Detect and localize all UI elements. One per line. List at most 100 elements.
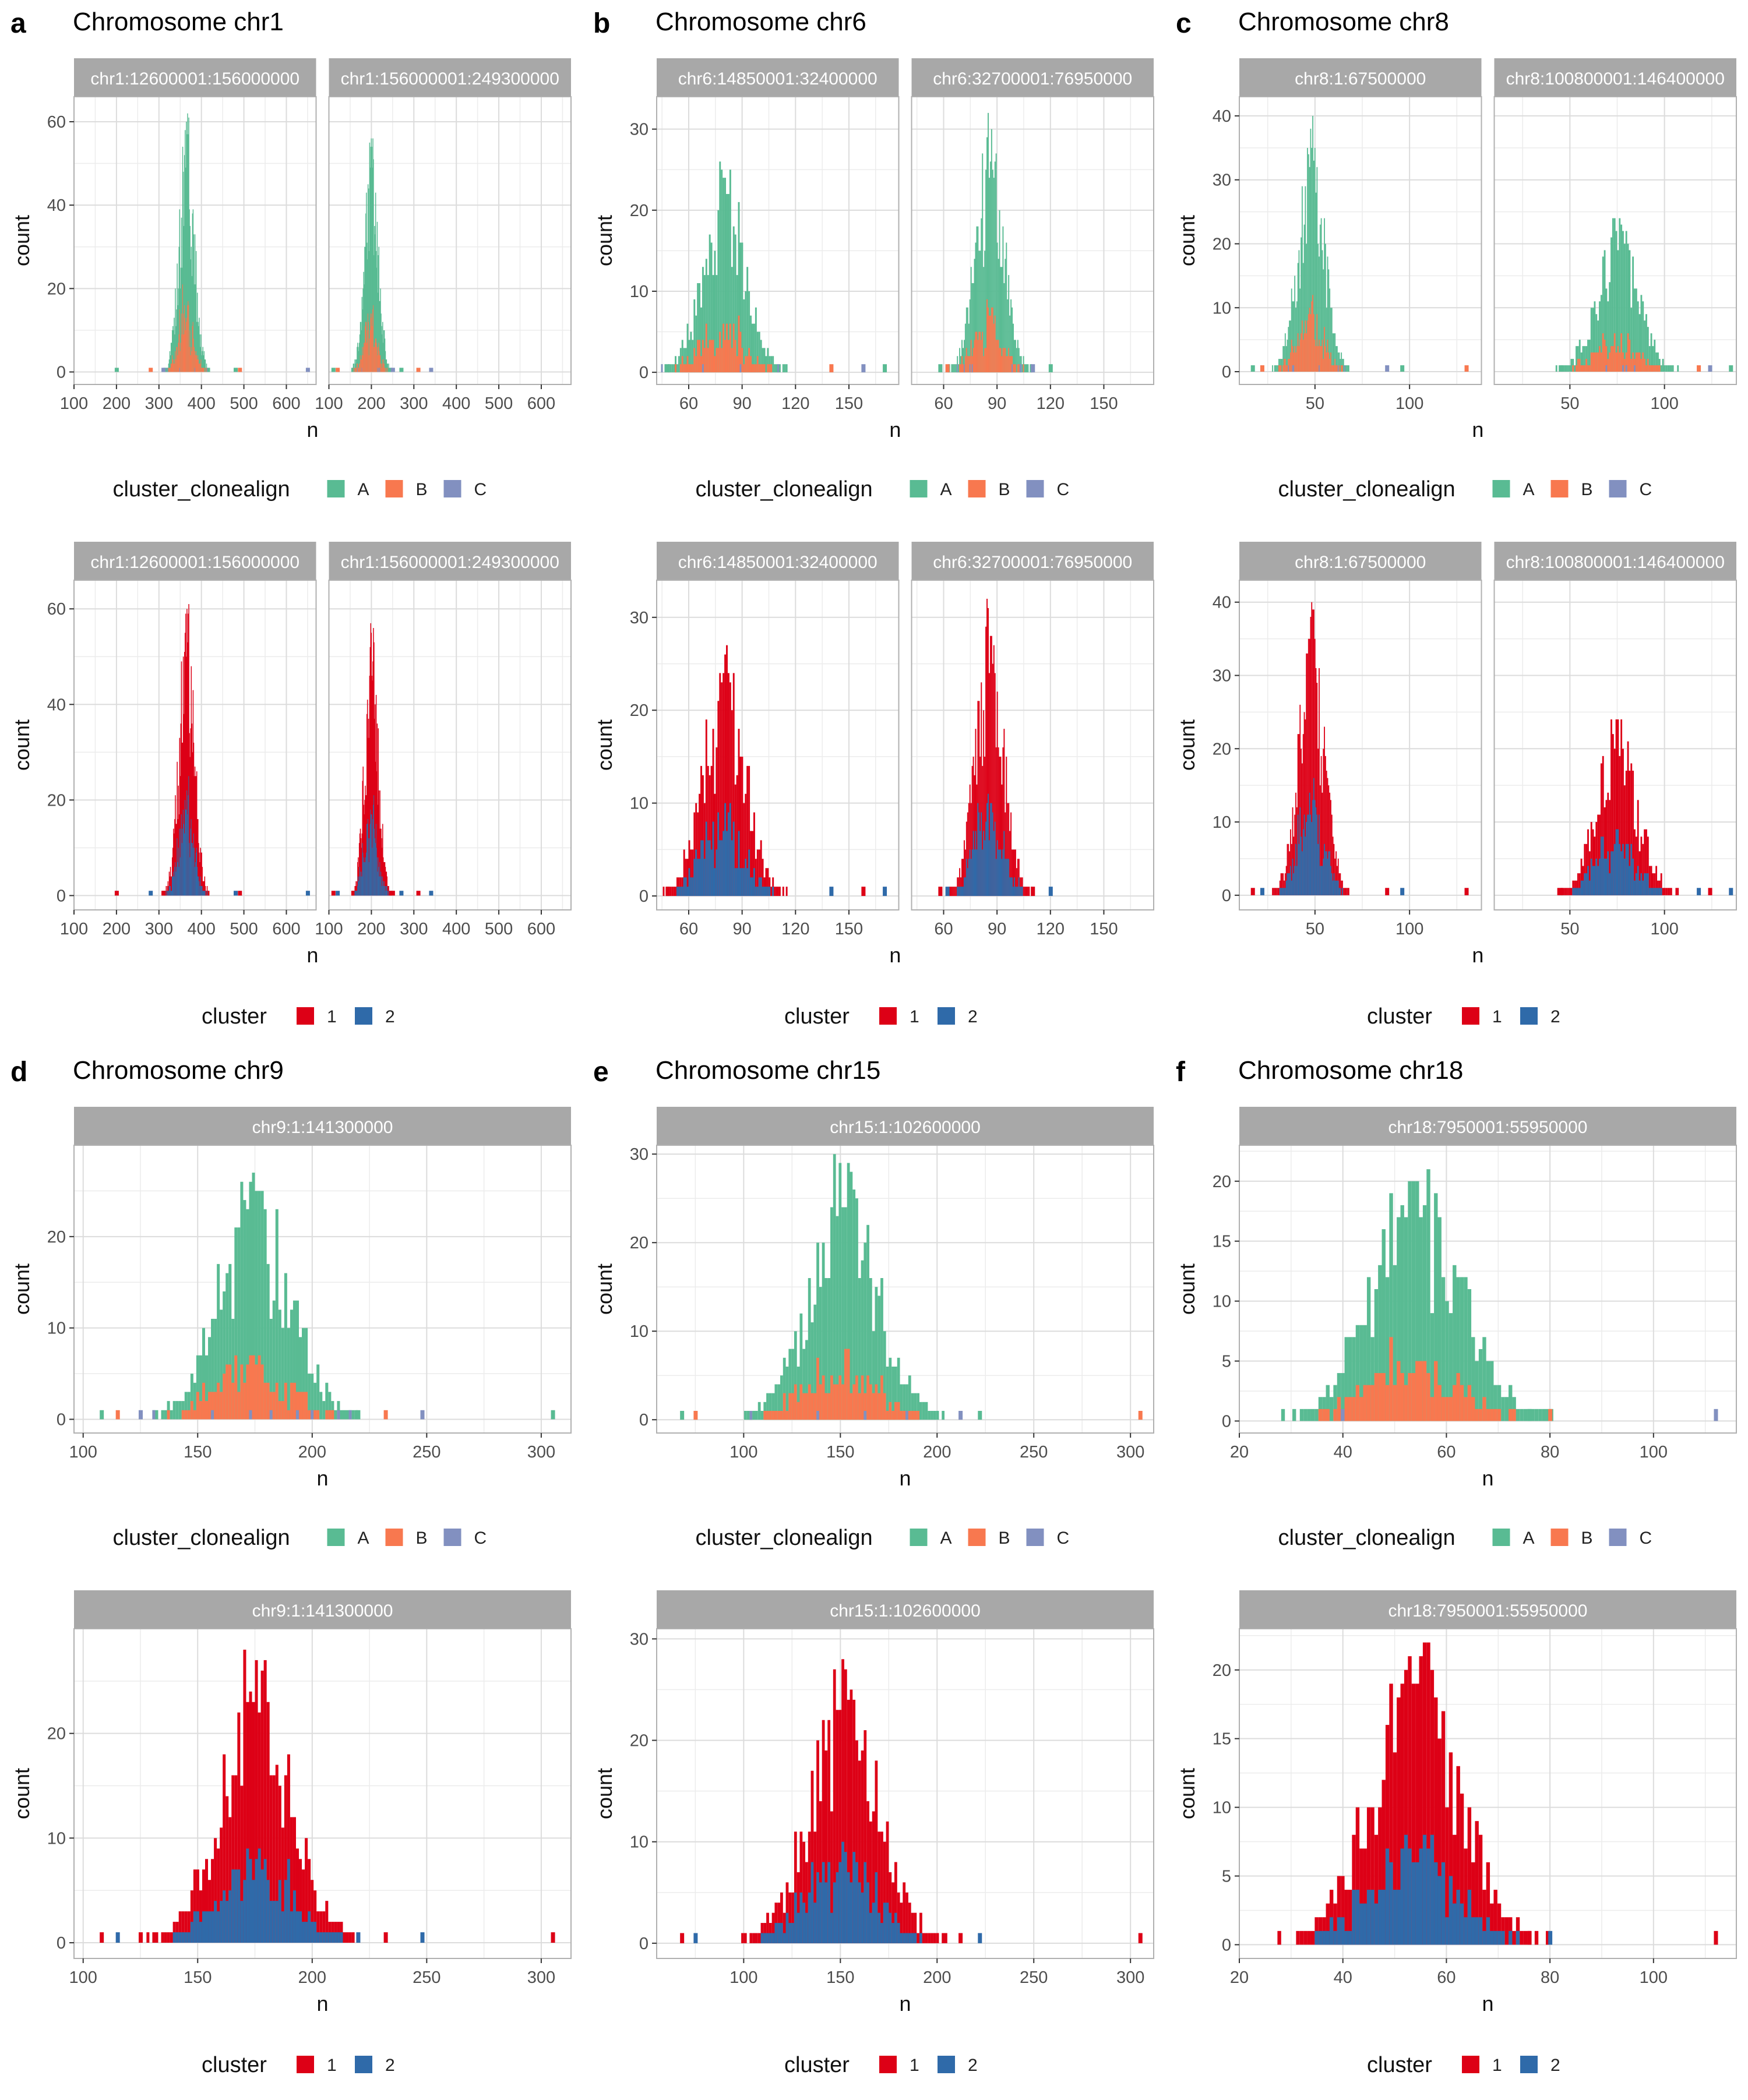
bar-cluster-1 — [1629, 771, 1631, 895]
bar-cluster-1 — [788, 1892, 792, 1943]
facet-strip-label: chr6:14850001:32400000 — [678, 69, 877, 89]
bar-B — [976, 331, 978, 373]
bar-cluster-1 — [269, 1775, 273, 1943]
x-tick-label: 100 — [1640, 1968, 1668, 1987]
bar-cluster-2 — [178, 848, 179, 896]
bar-cluster-2 — [755, 887, 757, 897]
bar-cluster-1 — [752, 1933, 756, 1943]
bar-B — [986, 299, 988, 373]
bar-cluster-2 — [914, 1933, 917, 1943]
x-tick-label: 100 — [1640, 1443, 1668, 1462]
bar-cluster-2 — [383, 885, 385, 896]
x-tick-label: 150 — [184, 1968, 212, 1987]
bar-cluster-1 — [1482, 1890, 1486, 1945]
legend: cluster_clonealign A B C — [696, 477, 1070, 502]
bar-B — [1467, 1385, 1472, 1421]
bar-cluster-1 — [1344, 1890, 1348, 1945]
bar-cluster-2 — [1009, 877, 1011, 897]
bar-cluster-2 — [378, 857, 379, 896]
bar-B — [889, 1402, 892, 1420]
bar-cluster-1 — [343, 1932, 346, 1943]
bar-cluster-1 — [1289, 829, 1291, 895]
bar-cluster-2 — [382, 876, 383, 896]
bar-A — [995, 153, 997, 373]
bar-B — [1001, 356, 1003, 373]
bar-cluster-2 — [272, 1901, 276, 1943]
bar-cluster-2 — [958, 887, 960, 897]
bar-cluster-1 — [181, 1911, 185, 1943]
bar-cluster-2 — [260, 1869, 264, 1943]
bar-B — [721, 348, 723, 373]
bar-B — [746, 356, 749, 373]
bar-cluster-2 — [1340, 888, 1341, 895]
bar-cluster-1 — [372, 661, 373, 896]
bar-B — [762, 364, 764, 373]
bar-A — [716, 275, 718, 373]
bar-A — [193, 1382, 196, 1420]
legend-label: 2 — [1550, 1007, 1560, 1026]
bar-A — [167, 1401, 170, 1420]
bar-cluster-1 — [292, 1817, 296, 1943]
bar-B — [183, 334, 185, 372]
legend-key-1 — [1462, 2056, 1479, 2073]
bar-A — [174, 334, 175, 372]
x-axis-title: n — [306, 943, 318, 967]
bar-A — [357, 343, 358, 372]
bar-A — [378, 255, 379, 372]
bar-cluster-2 — [292, 1890, 296, 1943]
bar-cluster-2 — [1597, 866, 1599, 895]
bar-cluster-1 — [1382, 1780, 1386, 1945]
y-axis-title: count — [1175, 1263, 1199, 1315]
bar-cluster-1 — [714, 793, 716, 897]
bar-outlier — [399, 368, 404, 372]
bar-A — [977, 226, 979, 373]
bar-cluster-1 — [992, 663, 993, 897]
bar-A — [967, 307, 968, 373]
bar-cluster-1 — [354, 891, 355, 896]
bar-cluster-1 — [877, 1831, 881, 1943]
bar-cluster-1 — [379, 790, 380, 896]
bar-B — [833, 1384, 836, 1420]
bar-A — [1570, 359, 1573, 372]
bar-B — [1005, 348, 1006, 373]
bar-B — [202, 368, 203, 372]
bar-A — [1597, 320, 1599, 372]
x-axis-title: n — [316, 1992, 328, 2016]
bar-cluster-1 — [316, 1911, 320, 1943]
bar-A — [366, 259, 368, 372]
legend-key-2 — [355, 1007, 372, 1025]
bar-A — [368, 250, 370, 372]
bar-C — [1020, 364, 1022, 373]
bar-cluster-1 — [731, 710, 733, 897]
bar-A — [246, 1209, 249, 1420]
bar-B — [172, 359, 174, 372]
y-tick-label: 10 — [1213, 1799, 1231, 1817]
bar-cluster-2 — [1397, 1890, 1401, 1945]
bar-cluster-2 — [729, 803, 731, 897]
bar-cluster-1 — [188, 613, 189, 896]
bar-A — [954, 364, 956, 373]
bar-B — [384, 368, 386, 372]
bar-A — [295, 1300, 299, 1420]
bar-cluster-1 — [729, 682, 731, 897]
bar-A — [205, 359, 206, 372]
bar-cluster-2 — [889, 1912, 892, 1943]
bar-A — [1670, 365, 1672, 372]
bar-cluster-1 — [883, 1841, 886, 1943]
x-tick-label: 250 — [1020, 1443, 1048, 1462]
bar-B — [808, 1384, 811, 1420]
x-axis-title: n — [1482, 1992, 1493, 2016]
x-tick-label: 100 — [729, 1443, 757, 1462]
bar-cluster-2 — [1590, 858, 1592, 895]
bar-cluster-2 — [387, 891, 388, 896]
bar-cluster-2 — [171, 891, 172, 896]
bar-cluster-1 — [1277, 888, 1278, 895]
panel-border — [73, 1628, 572, 1959]
bar-A — [361, 330, 362, 372]
bar-A — [869, 1278, 872, 1420]
bar-outlier — [1714, 1409, 1718, 1421]
bar-A — [186, 121, 187, 372]
legend-key-A — [1492, 480, 1510, 497]
bar-A — [819, 1287, 822, 1420]
bar-cluster-1 — [1667, 888, 1669, 895]
